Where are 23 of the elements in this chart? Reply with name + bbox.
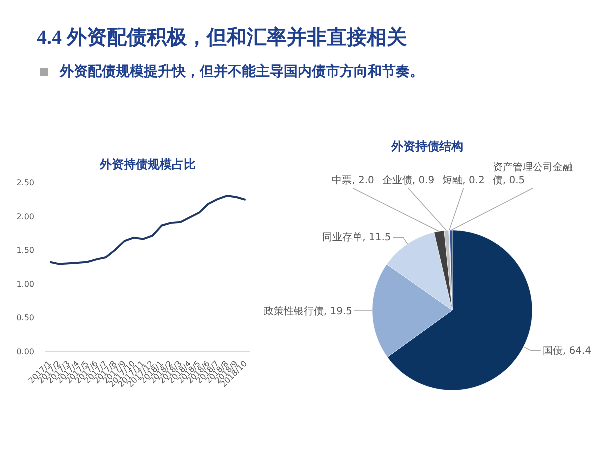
data-label: , 11.5 [362,232,392,244]
slice-label: 国债 [542,346,563,357]
data-label: , 19.5 [324,306,353,318]
text: 外资配债规模提升快，但并不能主导国内债市方向和节奏。 [58,62,424,82]
slice-label: 中票 [332,174,352,186]
y-tick-label: 0.00 [16,348,34,356]
y-tick-label: 0.50 [16,314,34,323]
slice-label: 同业存单 [322,232,363,244]
slice-label: 政策性银行债 [264,305,324,318]
y-tick-label: 1.00 [16,280,34,289]
data-label: , 0.5 [502,176,526,186]
data-label: , 2.0 [352,176,374,186]
data-label: , 0.2 [462,176,485,186]
chart-title: 外资持债规模占比 [99,158,196,172]
data-label: , 64.4 [562,346,592,357]
chart-title: 外资持债结构 [390,140,464,154]
y-tick-label: 1.50 [16,246,34,256]
slice-label: 企业债 [382,174,412,186]
text: 4.4 外资配债积极，但和汇率并非直接相关 [36,26,407,51]
data-label: , 0.9 [412,176,435,186]
y-tick-label: 2.50 [16,178,34,188]
slice-label: 短融 [442,174,463,186]
y-tick-label: 2.00 [16,212,34,222]
